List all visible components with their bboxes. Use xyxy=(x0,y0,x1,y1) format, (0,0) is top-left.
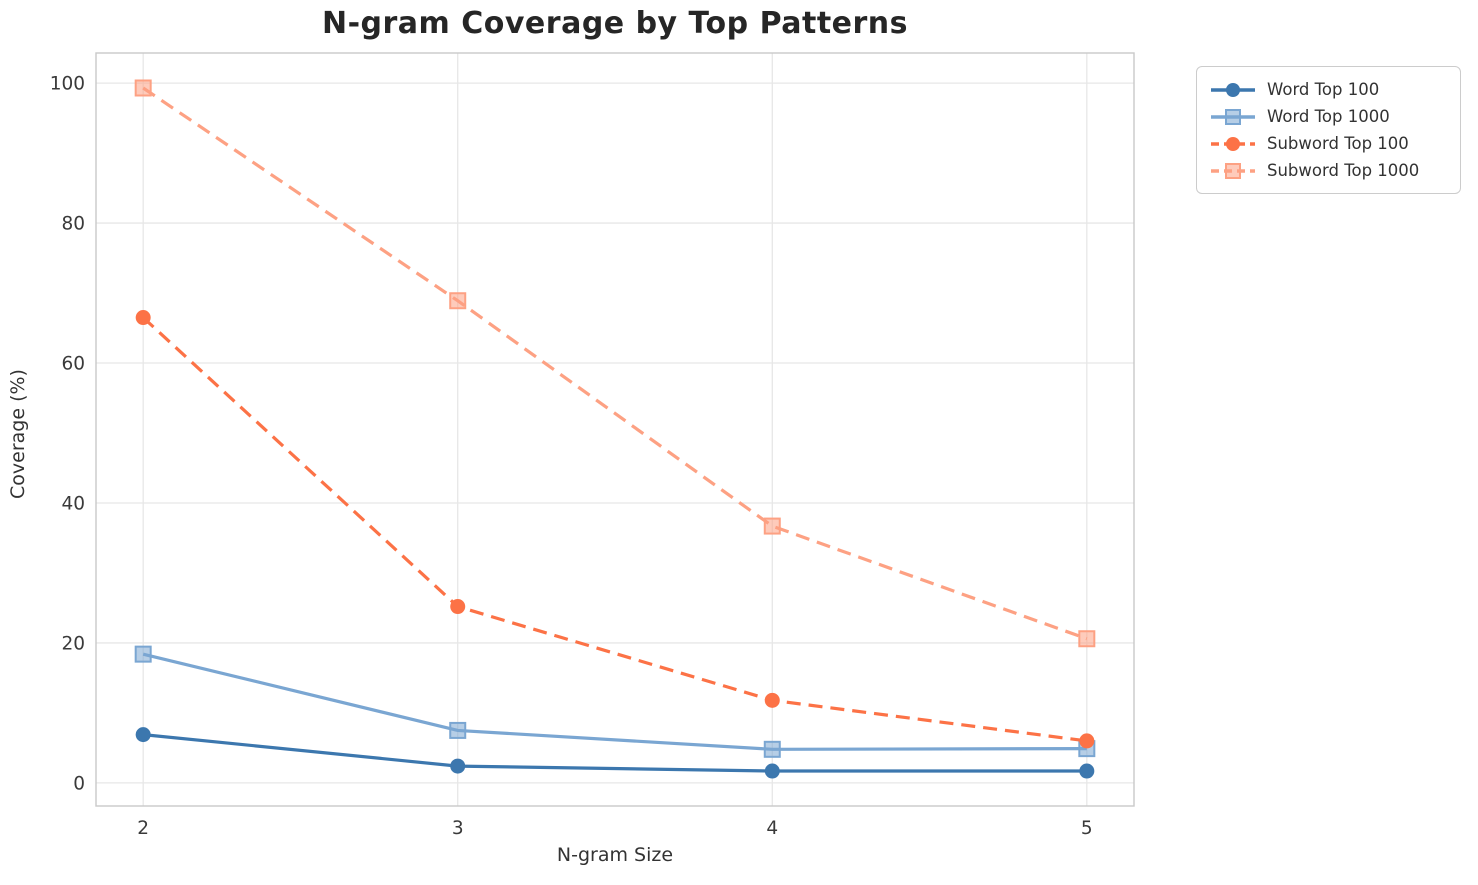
legend-marker xyxy=(1226,82,1240,97)
data-point-marker xyxy=(449,721,467,739)
y-tick-label: 60 xyxy=(61,354,85,375)
legend-swatch-subword-top-1000 xyxy=(1211,162,1255,179)
series-line-word-top-1000 xyxy=(142,652,1087,751)
data-point-marker xyxy=(1078,630,1096,648)
legend-item: Subword Top 100 xyxy=(1209,130,1448,157)
data-point-marker xyxy=(763,740,781,758)
legend-marker xyxy=(1225,108,1241,125)
x-tick-label: 3 xyxy=(452,818,464,839)
series-markers-word-top-100 xyxy=(135,727,1095,779)
legend-item: Subword Top 1000 xyxy=(1209,157,1448,184)
series-line-word-top-100 xyxy=(143,733,1087,773)
legend-swatch-word-top-1000 xyxy=(1211,108,1255,125)
legend-item: Word Top 1000 xyxy=(1209,103,1448,130)
legend-item: Word Top 100 xyxy=(1209,76,1448,103)
data-point-marker xyxy=(135,727,151,743)
data-point-marker xyxy=(450,758,466,774)
data-point-marker xyxy=(764,763,780,779)
data-point-marker xyxy=(450,599,466,615)
y-tick-label: 0 xyxy=(73,773,85,794)
legend-label: Word Top 1000 xyxy=(1267,107,1390,126)
legend: Word Top 100 Word Top 1000 Subword Top 1… xyxy=(1196,66,1461,194)
y-tick-label: 100 xyxy=(50,74,85,95)
plot-spines xyxy=(95,52,1135,807)
legend-label: Subword Top 100 xyxy=(1267,134,1409,153)
chart-title: N-gram Coverage by Top Patterns xyxy=(321,6,909,41)
legend-swatch-word-top-100 xyxy=(1211,82,1255,97)
series-markers-word-top-1000 xyxy=(134,645,1096,758)
y-tick-label: 80 xyxy=(61,214,85,235)
data-point-marker xyxy=(134,79,152,97)
x-axis-label: N-gram Size xyxy=(556,844,674,866)
y-tick-label: 40 xyxy=(61,493,85,514)
data-point-marker xyxy=(763,517,781,535)
y-tick-label: 20 xyxy=(61,633,85,654)
legend-label: Word Top 100 xyxy=(1267,80,1380,99)
legend-marker xyxy=(1225,162,1241,179)
data-point-marker xyxy=(449,292,467,310)
legend-marker xyxy=(1226,136,1240,151)
x-tick-label: 4 xyxy=(766,818,778,839)
series-markers-subword-top-1000 xyxy=(134,79,1096,648)
data-point-marker xyxy=(764,692,780,708)
data-point-marker xyxy=(134,645,152,663)
data-point-marker xyxy=(1079,763,1095,779)
data-point-marker xyxy=(1079,733,1095,749)
data-point-marker xyxy=(135,310,151,326)
legend-swatch-subword-top-100 xyxy=(1211,136,1255,151)
series-line-subword-top-1000 xyxy=(142,86,1088,641)
x-tick-label: 5 xyxy=(1081,818,1093,839)
legend-label: Subword Top 1000 xyxy=(1267,161,1420,180)
series-line-subword-top-100 xyxy=(142,316,1088,743)
x-tick-label: 2 xyxy=(137,818,149,839)
series-markers-subword-top-100 xyxy=(135,310,1095,749)
